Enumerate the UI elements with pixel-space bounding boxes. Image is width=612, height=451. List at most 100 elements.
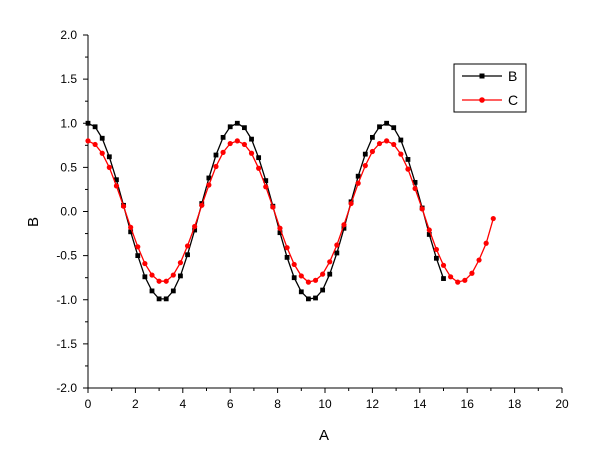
y-tick-label: 2.0: [60, 28, 77, 42]
legend-box: [453, 63, 527, 113]
data-point-c: [156, 278, 162, 284]
data-point-b: [106, 154, 112, 160]
data-point-c: [128, 224, 134, 230]
x-tick-label: 6: [227, 397, 234, 411]
y-axis-label: B: [25, 217, 42, 227]
data-point-c: [277, 225, 283, 231]
data-point-c: [391, 141, 397, 148]
data-point-c: [106, 164, 112, 170]
data-point-b: [370, 134, 375, 140]
data-point-b: [405, 157, 411, 162]
data-point-b: [85, 120, 91, 126]
data-point-c: [469, 270, 475, 276]
data-point-b: [441, 276, 446, 281]
data-point-c: [241, 141, 248, 148]
x-tick-label: 16: [461, 397, 475, 411]
data-point-b: [249, 136, 254, 142]
data-point-c: [369, 148, 375, 155]
y-tick-label: 1.5: [60, 72, 77, 86]
data-point-c: [92, 141, 98, 148]
series-b: [85, 120, 446, 302]
data-point-c: [384, 138, 390, 144]
data-point-c: [320, 271, 326, 277]
data-point-b: [362, 151, 368, 157]
data-point-b: [263, 178, 269, 184]
data-point-b: [306, 296, 311, 302]
y-tick-label: -1.5: [56, 337, 77, 351]
data-point-b: [327, 271, 333, 277]
data-point-c: [227, 140, 233, 147]
series-c: [85, 138, 496, 285]
data-point-c: [305, 279, 312, 285]
data-point-b: [298, 289, 304, 295]
data-point-b: [291, 275, 297, 281]
data-point-b: [384, 120, 390, 126]
data-point-c: [85, 138, 91, 144]
data-point-c: [263, 184, 269, 190]
x-tick-label: 8: [274, 397, 281, 411]
data-point-c: [149, 272, 155, 278]
data-point-c: [248, 150, 255, 156]
legend-label-c: C: [508, 92, 518, 108]
data-point-b: [142, 274, 148, 280]
y-tick-label: 0.5: [60, 160, 77, 174]
y-tick-label: -1.0: [56, 293, 77, 307]
x-ticks: 0 2 4 6 8 10 12 14 16 18 20: [85, 388, 569, 411]
data-point-b: [114, 177, 119, 183]
data-point-b: [426, 232, 432, 237]
y-tick-label: -0.5: [56, 249, 77, 263]
data-point-c: [184, 243, 191, 249]
data-point-c: [426, 227, 432, 233]
y-ticks: -2.0 -1.5 -1.0 -0.5 0.0 0.5 1.0 1.5 2.0: [56, 28, 88, 395]
data-point-c: [455, 279, 461, 285]
x-axis-label: A: [319, 427, 329, 444]
data-point-c: [291, 261, 297, 268]
data-point-c: [284, 245, 290, 251]
data-point-c: [135, 244, 141, 250]
data-point-b: [185, 252, 190, 258]
data-point-b: [277, 230, 283, 236]
data-point-c: [170, 272, 176, 278]
data-point-b: [149, 288, 155, 294]
data-point-b: [256, 155, 262, 161]
x-tick-label: 2: [132, 397, 139, 411]
data-point-b: [320, 287, 326, 293]
data-point-b: [213, 152, 219, 158]
data-point-b: [391, 125, 397, 131]
x-tick-label: 20: [555, 397, 569, 411]
data-point-b: [313, 295, 318, 301]
data-point-b: [192, 227, 198, 233]
data-point-c: [348, 200, 354, 207]
x-tick-label: 18: [508, 397, 522, 411]
data-point-c: [355, 180, 361, 186]
x-tick-label: 4: [179, 397, 186, 411]
data-point-c: [206, 182, 212, 188]
data-point-b: [284, 254, 290, 260]
legend-marker-b: [479, 73, 485, 79]
data-point-b: [242, 125, 247, 131]
data-point-c: [234, 138, 240, 144]
series-line-c: [87, 140, 494, 283]
data-point-c: [412, 185, 418, 192]
data-point-c: [341, 222, 347, 228]
legend-marker-c: [479, 97, 485, 103]
data-point-c: [213, 163, 219, 170]
data-point-c: [490, 215, 496, 222]
data-point-c: [199, 202, 205, 208]
data-point-b: [234, 120, 240, 126]
data-point-c: [462, 277, 468, 283]
data-point-b: [178, 273, 183, 279]
data-point-c: [405, 166, 411, 172]
y-tick-label: 0.0: [60, 205, 77, 219]
data-point-c: [312, 277, 319, 283]
x-tick-label: 0: [85, 397, 92, 411]
data-point-b: [412, 179, 418, 185]
data-point-b: [227, 124, 233, 130]
data-point-c: [142, 260, 148, 267]
data-point-b: [163, 296, 169, 302]
data-point-c: [270, 204, 276, 210]
data-point-b: [355, 173, 361, 179]
data-point-b: [220, 134, 226, 140]
legend-label-b: B: [508, 68, 517, 84]
